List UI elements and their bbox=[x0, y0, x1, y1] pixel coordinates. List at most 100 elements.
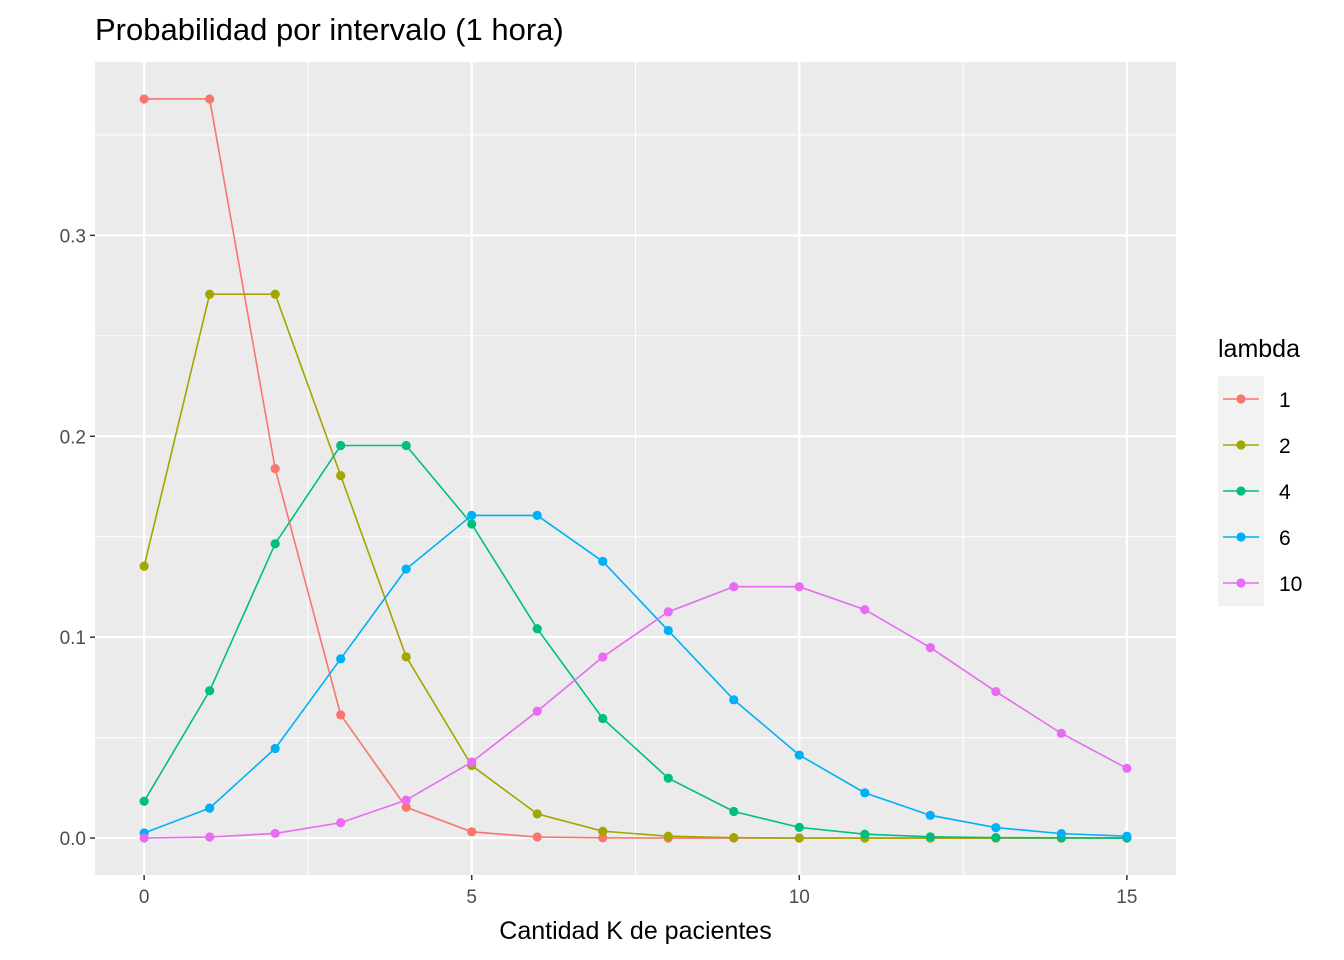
data-point bbox=[139, 561, 149, 571]
data-point bbox=[205, 94, 215, 104]
data-point bbox=[729, 806, 739, 817]
data-point bbox=[860, 605, 870, 615]
grid-lines bbox=[95, 62, 1176, 875]
y-tick-label: 0.3 bbox=[60, 226, 86, 247]
series-line bbox=[143, 293, 1127, 839]
data-point bbox=[270, 539, 280, 549]
data-point bbox=[1056, 829, 1066, 839]
x-tick-label: 0 bbox=[139, 887, 150, 908]
data-point bbox=[401, 795, 411, 805]
series-6 bbox=[139, 510, 1132, 841]
legend-item-6: 6 bbox=[1218, 514, 1291, 560]
data-point bbox=[336, 818, 346, 828]
legend-item-1: 1 bbox=[1218, 376, 1291, 422]
data-point bbox=[532, 624, 542, 634]
data-point bbox=[1056, 728, 1066, 738]
data-point bbox=[336, 710, 346, 720]
data-point bbox=[270, 828, 280, 839]
series-line bbox=[143, 514, 1127, 838]
data-point bbox=[467, 827, 477, 837]
data-point bbox=[401, 652, 411, 662]
data-point bbox=[270, 289, 280, 299]
legend-title: lambda bbox=[1218, 335, 1300, 363]
legend-item-10: 10 bbox=[1218, 560, 1302, 606]
data-point bbox=[925, 810, 935, 820]
data-point bbox=[336, 654, 346, 664]
legend-key-point bbox=[1236, 578, 1246, 588]
legend-label: 6 bbox=[1279, 527, 1291, 550]
x-tick-label: 15 bbox=[1116, 887, 1137, 908]
data-point bbox=[860, 788, 870, 798]
chart-title: Probabilidad por intervalo (1 hora) bbox=[95, 12, 564, 47]
data-point bbox=[532, 832, 542, 842]
data-point bbox=[794, 833, 804, 843]
y-tick-label: 0.1 bbox=[60, 628, 86, 649]
data-point bbox=[925, 832, 935, 842]
legend-item-2: 2 bbox=[1218, 422, 1291, 468]
data-point bbox=[139, 833, 149, 843]
data-point bbox=[663, 831, 673, 841]
data-point bbox=[139, 796, 149, 806]
y-tick-label: 0.2 bbox=[60, 427, 86, 448]
series-4 bbox=[139, 440, 1132, 843]
data-point bbox=[532, 706, 542, 716]
data-point bbox=[336, 471, 346, 481]
legend-key-point bbox=[1236, 532, 1246, 542]
data-point bbox=[598, 833, 608, 843]
data-point bbox=[729, 833, 739, 843]
data-point bbox=[270, 464, 280, 474]
data-point bbox=[401, 440, 411, 451]
legend-label: 4 bbox=[1279, 481, 1291, 504]
data-point bbox=[205, 832, 215, 842]
legend-label: 10 bbox=[1279, 573, 1302, 596]
data-point bbox=[467, 519, 477, 529]
data-point bbox=[336, 440, 346, 451]
data-point bbox=[270, 743, 280, 754]
legend-item-4: 4 bbox=[1218, 468, 1291, 514]
data-point bbox=[663, 625, 673, 636]
data-point bbox=[467, 757, 477, 767]
legend-key-point bbox=[1236, 486, 1246, 496]
data-point bbox=[1122, 763, 1132, 773]
legend-label: 1 bbox=[1279, 389, 1291, 412]
data-point bbox=[205, 289, 215, 299]
data-point bbox=[598, 826, 608, 836]
series-line bbox=[144, 585, 1128, 839]
data-point bbox=[991, 833, 1001, 843]
series-line bbox=[143, 444, 1127, 839]
data-point bbox=[401, 802, 411, 812]
data-point bbox=[860, 829, 870, 839]
data-point bbox=[532, 510, 542, 521]
y-tick-label: 0.0 bbox=[60, 829, 86, 850]
data-point bbox=[205, 686, 215, 696]
series-10 bbox=[139, 582, 1132, 843]
data-point bbox=[991, 686, 1001, 697]
data-point bbox=[532, 809, 542, 819]
data-point bbox=[663, 773, 673, 783]
data-point bbox=[401, 564, 411, 574]
legend-key-point bbox=[1236, 440, 1246, 450]
x-axis-title: Cantidad K de pacientes bbox=[499, 917, 771, 945]
data-point bbox=[729, 695, 739, 705]
data-point bbox=[991, 822, 1001, 833]
data-point bbox=[794, 750, 804, 760]
data-point bbox=[794, 582, 804, 592]
data-point bbox=[598, 713, 608, 724]
data-point bbox=[467, 510, 477, 521]
legend-key-point bbox=[1236, 394, 1246, 404]
x-tick-label: 5 bbox=[466, 887, 477, 908]
data-point bbox=[794, 822, 804, 832]
data-series bbox=[139, 94, 1132, 843]
x-tick-label: 10 bbox=[789, 887, 810, 908]
data-point bbox=[729, 582, 739, 592]
axes: 0 5 10 15 0.0 0.1 0.2 0.3 bbox=[60, 226, 1138, 908]
data-point bbox=[205, 803, 215, 813]
data-point bbox=[139, 94, 149, 104]
data-point bbox=[925, 642, 935, 653]
legend: lambda 1 2 4 6 10 bbox=[1218, 335, 1302, 606]
data-point bbox=[598, 652, 608, 662]
data-point bbox=[1122, 831, 1132, 841]
legend-label: 2 bbox=[1279, 435, 1291, 458]
data-point bbox=[663, 607, 673, 617]
